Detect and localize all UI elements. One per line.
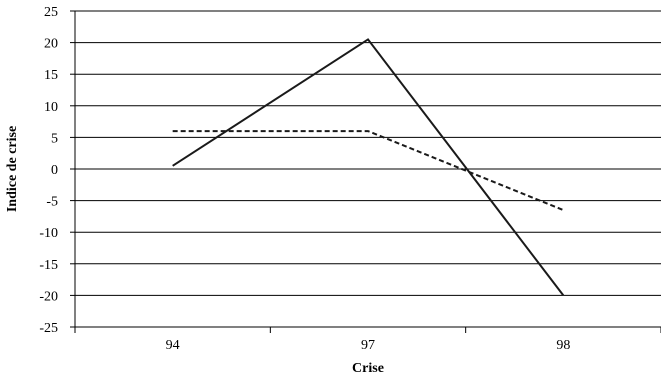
y-tick-label: 20 — [44, 37, 58, 52]
y-tick-label: 10 — [44, 100, 58, 115]
y-tick-label: -20 — [39, 289, 58, 304]
y-tick-label: 5 — [51, 131, 58, 146]
y-tick-label: 15 — [44, 68, 58, 83]
x-tick-label: 97 — [361, 338, 375, 353]
series-line-dashed — [172, 130, 564, 212]
y-tick-label: 0 — [51, 163, 58, 178]
y-tick-label: -5 — [46, 195, 58, 210]
y-tick-label: -25 — [39, 321, 58, 336]
tick-labels: 25 20 15 10 5 0 -5 -10 -15 -20 -25 94 97 98 — [39, 5, 570, 353]
x-tick-label: 94 — [166, 338, 180, 353]
gridlines — [75, 10, 661, 328]
series-lines — [172, 38, 565, 297]
x-axis-title: Crise — [352, 361, 384, 376]
axes — [70, 10, 661, 333]
y-tick-label: -10 — [39, 226, 58, 241]
x-tick-label: 98 — [556, 338, 570, 353]
y-tick-label: 25 — [44, 5, 58, 20]
y-axis-title: Indice de crise — [5, 126, 20, 212]
series-line-solid — [172, 38, 565, 297]
y-tick-label: -15 — [39, 258, 58, 273]
